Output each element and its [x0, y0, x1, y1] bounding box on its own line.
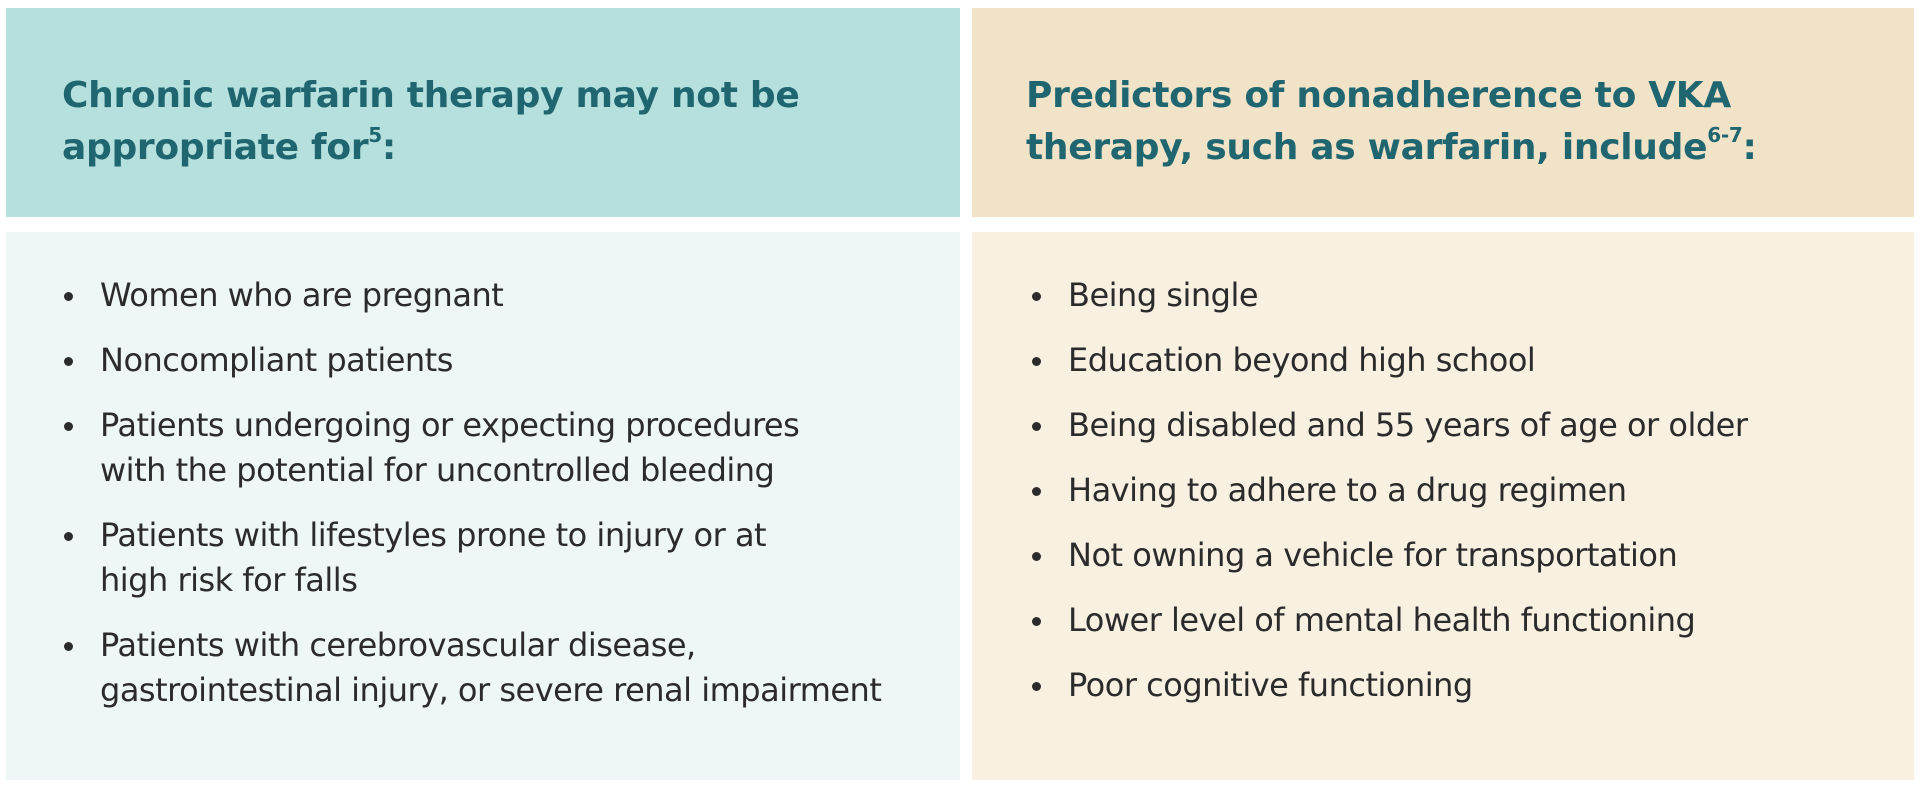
left-list-item-text: with the potential for uncontrolled blee… [100, 451, 775, 489]
bullet-dot-icon [1032, 617, 1041, 626]
left-list-item-text: Noncompliant patients [100, 341, 453, 379]
bullet-dot-icon [1032, 552, 1041, 561]
left-heading-line-1: Chronic warfarin therapy may not be [62, 75, 800, 116]
left-heading-reference: 5 [368, 123, 382, 147]
left-list-item: Patients with cerebrovascular disease, ga… [56, 623, 936, 713]
right-list-item: Having to adhere to a drug regimen [1024, 468, 1884, 513]
left-list-item-text: Patients with lifestyles prone to injury… [100, 516, 767, 554]
right-heading: Predictors of nonadherence to VKA therap… [1026, 70, 1757, 174]
right-list-item: Being single [1024, 273, 1884, 318]
right-list-item: Poor cognitive functioning [1024, 663, 1884, 708]
right-list-item-text: Being disabled and 55 years of age or ol… [1068, 406, 1748, 444]
left-list-item: Patients with lifestyles prone to injury… [56, 513, 936, 603]
bullet-dot-icon [64, 357, 73, 366]
bullet-dot-icon [64, 422, 73, 431]
bullet-dot-icon [1032, 292, 1041, 301]
bullet-dot-icon [64, 292, 73, 301]
right-heading-colon: : [1742, 127, 1757, 168]
left-list-item-text: Patients with cerebrovascular disease, [100, 626, 696, 664]
right-list-item: Not owning a vehicle for transportation [1024, 533, 1884, 578]
right-list-item-text: Having to adhere to a drug regimen [1068, 471, 1627, 509]
right-list-item-text: Lower level of mental health functioning [1068, 601, 1696, 639]
right-list-item-text: Not owning a vehicle for transportation [1068, 536, 1678, 574]
right-heading-line-2: therapy, such as warfarin, include6-7: [1026, 123, 1757, 168]
right-body-panel: Being single Education beyond high school… [972, 232, 1914, 780]
right-heading-reference: 6-7 [1707, 123, 1743, 147]
bullet-dot-icon [1032, 487, 1041, 496]
right-header-panel: Predictors of nonadherence to VKA therap… [972, 8, 1914, 217]
bullet-dot-icon [1032, 422, 1041, 431]
left-list-item-text: Women who are pregnant [100, 276, 504, 314]
left-header-panel: Chronic warfarin therapy may not be appr… [6, 8, 960, 217]
left-list-item-text: high risk for falls [100, 561, 358, 599]
right-list-item: Lower level of mental health functioning [1024, 598, 1884, 643]
right-list-item-text: Being single [1068, 276, 1259, 314]
right-bullet-list: Being single Education beyond high school… [1024, 273, 1884, 728]
right-heading-line-1: Predictors of nonadherence to VKA [1026, 75, 1731, 116]
left-list-item: Women who are pregnant [56, 273, 936, 318]
bullet-dot-icon [1032, 682, 1041, 691]
bullet-dot-icon [64, 642, 73, 651]
right-list-item: Education beyond high school [1024, 338, 1884, 383]
left-heading-colon: : [381, 127, 397, 168]
bullet-dot-icon [1032, 357, 1041, 366]
left-list-item-text: gastrointestinal injury, or severe renal… [100, 671, 882, 709]
left-body-panel: Women who are pregnant Noncompliant patie… [6, 232, 960, 780]
left-list-item: Patients undergoing or expecting procedu… [56, 403, 936, 493]
left-bullet-list: Women who are pregnant Noncompliant patie… [56, 273, 936, 733]
right-list-item-text: Education beyond high school [1068, 341, 1536, 379]
left-heading: Chronic warfarin therapy may not be appr… [62, 70, 800, 174]
bullet-dot-icon [64, 532, 73, 541]
left-list-item: Noncompliant patients [56, 338, 936, 383]
left-list-item-text: Patients undergoing or expecting procedu… [100, 406, 800, 444]
right-list-item: Being disabled and 55 years of age or ol… [1024, 403, 1884, 448]
left-heading-line-2: appropriate for5: [62, 123, 397, 168]
right-list-item-text: Poor cognitive functioning [1068, 666, 1473, 704]
